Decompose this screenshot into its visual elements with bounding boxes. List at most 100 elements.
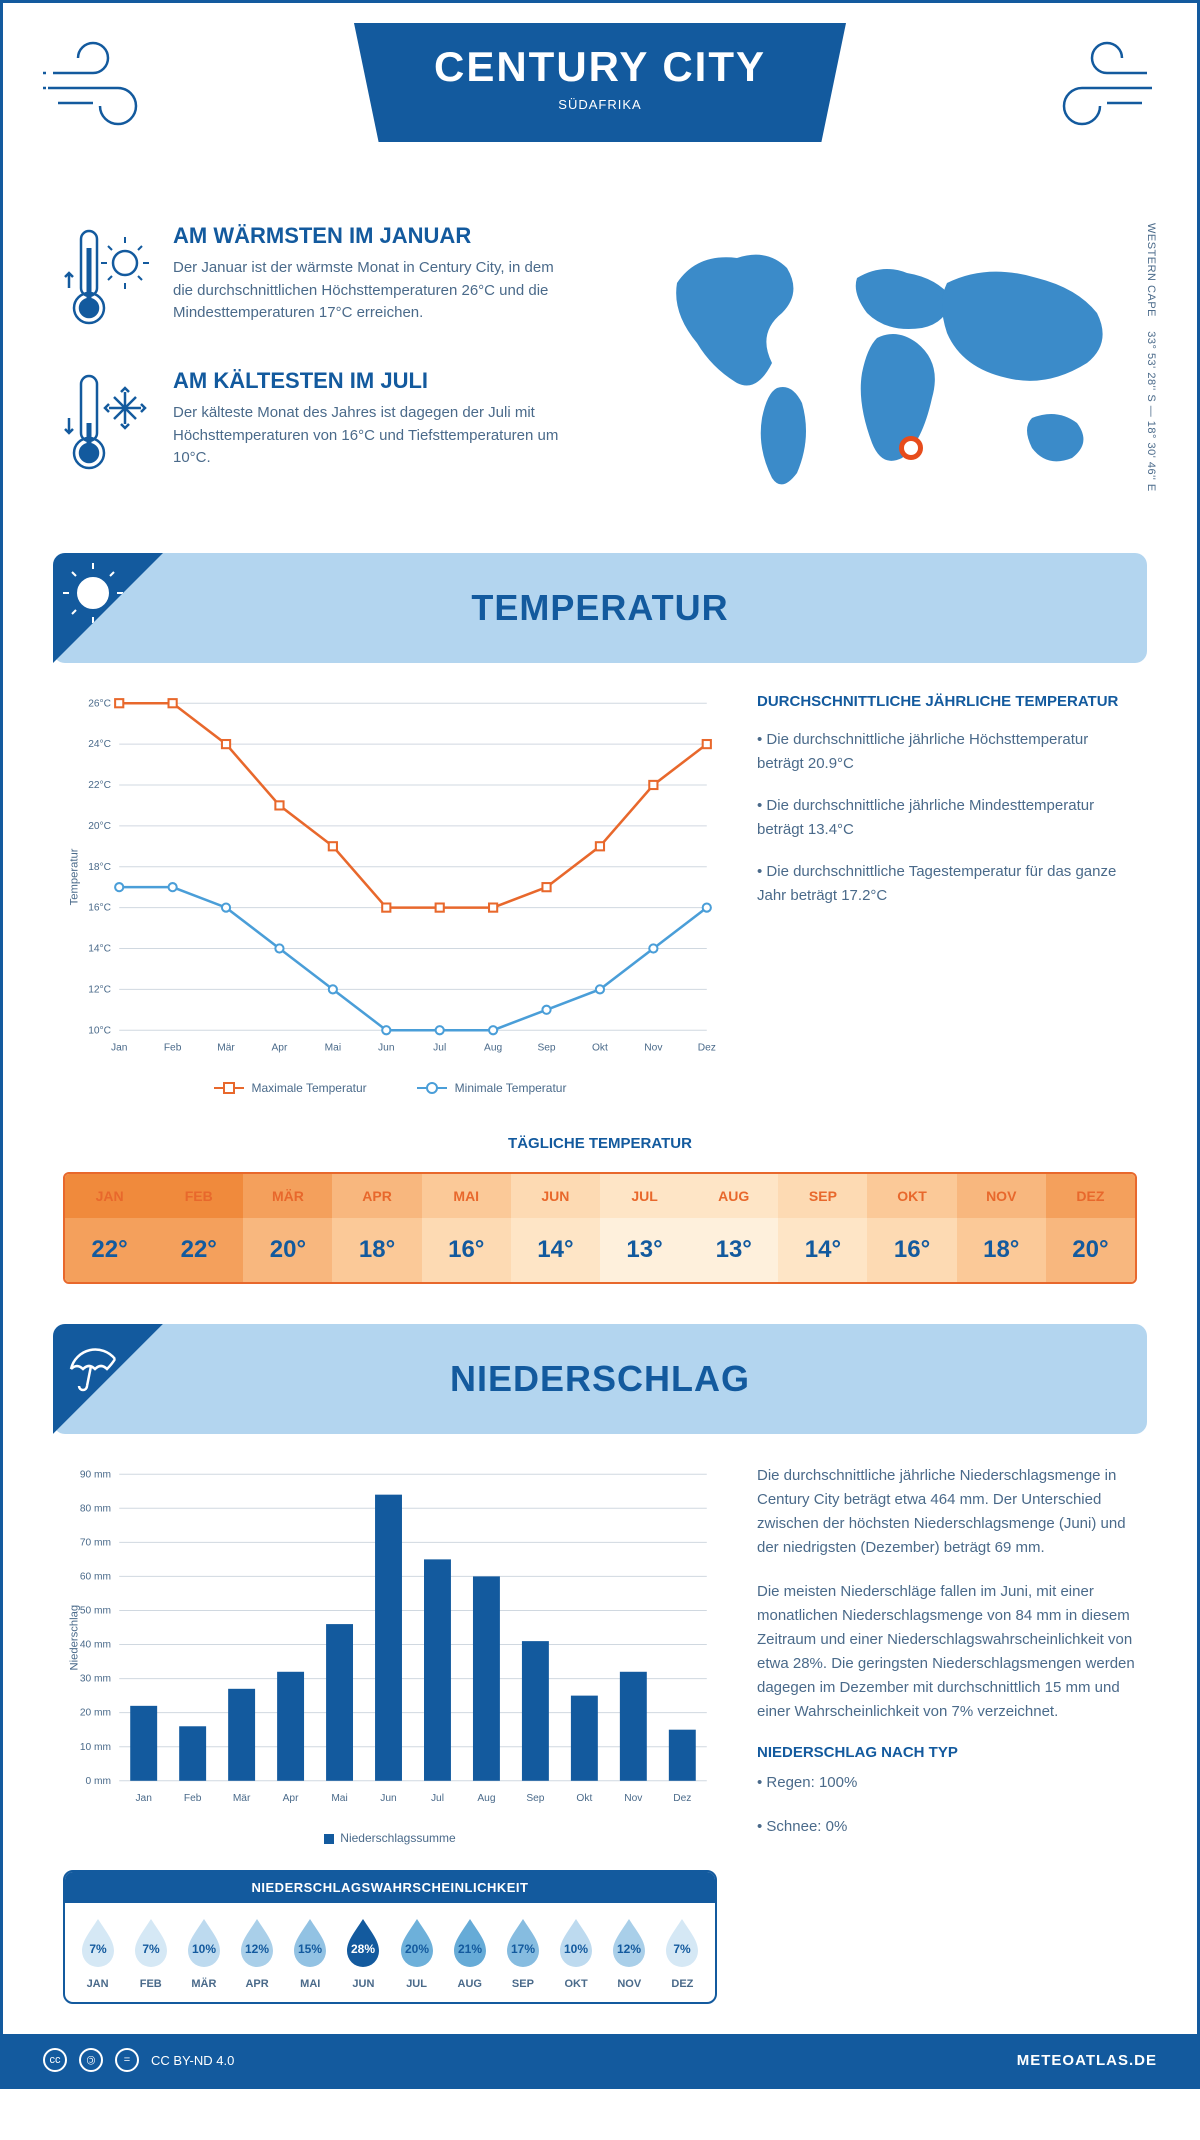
license-text: CC BY-ND 4.0 xyxy=(151,2053,234,2068)
table-head: SEP xyxy=(778,1174,867,1218)
svg-text:Apr: Apr xyxy=(283,1793,299,1804)
svg-text:22°C: 22°C xyxy=(88,780,111,791)
coldest-block: AM KÄLTESTEN IM JULI Der kälteste Monat … xyxy=(63,368,597,483)
world-map xyxy=(637,223,1137,503)
rain-drop: 12% APR xyxy=(233,1915,282,1990)
rain-drop: 28% JUN xyxy=(339,1915,388,1990)
svg-text:Sep: Sep xyxy=(537,1043,555,1054)
precipitation-heading: NIEDERSCHLAG xyxy=(450,1358,750,1400)
svg-text:Mär: Mär xyxy=(233,1793,251,1804)
temperature-chart: 10°C12°C14°C16°C18°C20°C22°C24°C26°CJanF… xyxy=(63,693,717,1095)
svg-text:0 mm: 0 mm xyxy=(86,1776,112,1787)
table-cell: 14° xyxy=(778,1218,867,1282)
svg-text:7%: 7% xyxy=(142,1942,160,1956)
svg-text:16°C: 16°C xyxy=(88,903,111,914)
precipitation-chart: 0 mm10 mm20 mm30 mm40 mm50 mm60 mm70 mm8… xyxy=(63,1464,717,1811)
precip-type2: • Schnee: 0% xyxy=(757,1815,1137,1839)
rain-drop: 15% MAI xyxy=(286,1915,335,1990)
svg-text:Jan: Jan xyxy=(135,1793,152,1804)
temp-info-p1: • Die durchschnittliche jährliche Höchst… xyxy=(757,728,1137,776)
temp-info-title: DURCHSCHNITTLICHE JÄHRLICHE TEMPERATUR xyxy=(757,693,1137,710)
precip-p1: Die durchschnittliche jährliche Niedersc… xyxy=(757,1464,1137,1560)
svg-text:Jul: Jul xyxy=(431,1793,444,1804)
rain-prob-title: NIEDERSCHLAGSWAHRSCHEINLICHKEIT xyxy=(65,1872,715,1903)
svg-text:28%: 28% xyxy=(351,1942,375,1956)
city-title: CENTURY CITY xyxy=(434,43,766,91)
svg-text:10%: 10% xyxy=(564,1942,588,1956)
svg-text:14°C: 14°C xyxy=(88,944,111,955)
svg-text:Sep: Sep xyxy=(526,1793,544,1804)
info-left: AM WÄRMSTEN IM JANUAR Der Januar ist der… xyxy=(63,223,597,513)
rain-drop: 21% AUG xyxy=(445,1915,494,1990)
table-head: JUL xyxy=(600,1174,689,1218)
coldest-text: Der kälteste Monat des Jahres ist dagege… xyxy=(173,402,573,470)
table-cell: 13° xyxy=(689,1218,778,1282)
svg-text:20°C: 20°C xyxy=(88,821,111,832)
svg-text:24°C: 24°C xyxy=(88,739,111,750)
daily-temp-table: JANFEBMÄRAPRMAIJUNJULAUGSEPOKTNOVDEZ22°2… xyxy=(63,1172,1137,1284)
country-subtitle: SÜDAFRIKA xyxy=(434,97,766,112)
svg-text:Mai: Mai xyxy=(331,1793,347,1804)
svg-text:20 mm: 20 mm xyxy=(80,1708,111,1719)
temperature-legend: Maximale Temperatur Minimale Temperatur xyxy=(63,1081,717,1095)
rain-drop: 20% JUL xyxy=(392,1915,441,1990)
table-head: FEB xyxy=(154,1174,243,1218)
daily-temp-title: TÄGLICHE TEMPERATUR xyxy=(63,1135,1137,1152)
precipitation-info: Die durchschnittliche jährliche Niedersc… xyxy=(757,1464,1137,2004)
rain-drop: 17% SEP xyxy=(498,1915,547,1990)
svg-text:60 mm: 60 mm xyxy=(80,1571,111,1582)
svg-text:10 mm: 10 mm xyxy=(80,1742,111,1753)
rain-drop: 10% OKT xyxy=(552,1915,601,1990)
wind-icon xyxy=(43,33,183,133)
svg-text:Nov: Nov xyxy=(624,1793,643,1804)
svg-text:Aug: Aug xyxy=(484,1043,502,1054)
svg-text:10%: 10% xyxy=(192,1942,216,1956)
rain-drop: 7% FEB xyxy=(126,1915,175,1990)
svg-text:90 mm: 90 mm xyxy=(80,1469,111,1480)
table-cell: 20° xyxy=(1046,1218,1135,1282)
svg-text:Dez: Dez xyxy=(698,1043,716,1054)
svg-text:20%: 20% xyxy=(405,1942,429,1956)
page: CENTURY CITY SÜDAFRIKA xyxy=(0,0,1200,2089)
table-cell: 20° xyxy=(243,1218,332,1282)
svg-text:Niederschlag: Niederschlag xyxy=(68,1605,80,1671)
svg-text:7%: 7% xyxy=(89,1942,107,1956)
table-cell: 18° xyxy=(957,1218,1046,1282)
warmest-text: Der Januar ist der wärmste Monat in Cent… xyxy=(173,257,573,325)
table-cell: 16° xyxy=(422,1218,511,1282)
svg-text:Apr: Apr xyxy=(272,1043,288,1054)
precip-p2: Die meisten Niederschläge fallen im Juni… xyxy=(757,1580,1137,1724)
svg-text:Okt: Okt xyxy=(576,1793,592,1804)
svg-text:Mär: Mär xyxy=(217,1043,235,1054)
svg-text:30 mm: 30 mm xyxy=(80,1674,111,1685)
svg-text:7%: 7% xyxy=(674,1942,692,1956)
footer-license: cc 🄯 = CC BY-ND 4.0 xyxy=(43,2048,234,2072)
precip-type1: • Regen: 100% xyxy=(757,1771,1137,1795)
svg-text:Dez: Dez xyxy=(673,1793,691,1804)
table-cell: 22° xyxy=(154,1218,243,1282)
table-cell: 16° xyxy=(867,1218,956,1282)
temperature-info: DURCHSCHNITTLICHE JÄHRLICHE TEMPERATUR •… xyxy=(757,693,1137,1095)
title-banner: CENTURY CITY SÜDAFRIKA xyxy=(354,23,846,142)
table-head: AUG xyxy=(689,1174,778,1218)
table-head: NOV xyxy=(957,1174,1046,1218)
location-marker-icon xyxy=(899,436,923,460)
rain-probability: NIEDERSCHLAGSWAHRSCHEINLICHKEIT 7% JAN 7… xyxy=(63,1870,717,2004)
table-head: JAN xyxy=(65,1174,154,1218)
svg-text:50 mm: 50 mm xyxy=(80,1605,111,1616)
cc-icon: cc xyxy=(43,2048,67,2072)
table-head: APR xyxy=(332,1174,421,1218)
svg-text:Jan: Jan xyxy=(111,1043,128,1054)
table-head: DEZ xyxy=(1046,1174,1135,1218)
svg-text:26°C: 26°C xyxy=(88,698,111,709)
svg-text:17%: 17% xyxy=(511,1942,535,1956)
table-cell: 18° xyxy=(332,1218,421,1282)
table-head: JUN xyxy=(511,1174,600,1218)
svg-text:10°C: 10°C xyxy=(88,1025,111,1036)
by-icon: 🄯 xyxy=(79,2048,103,2072)
svg-text:70 mm: 70 mm xyxy=(80,1537,111,1548)
precipitation-banner: NIEDERSCHLAG xyxy=(53,1324,1147,1434)
rain-drop: 7% DEZ xyxy=(658,1915,707,1990)
svg-text:Feb: Feb xyxy=(164,1043,182,1054)
svg-text:18°C: 18°C xyxy=(88,862,111,873)
